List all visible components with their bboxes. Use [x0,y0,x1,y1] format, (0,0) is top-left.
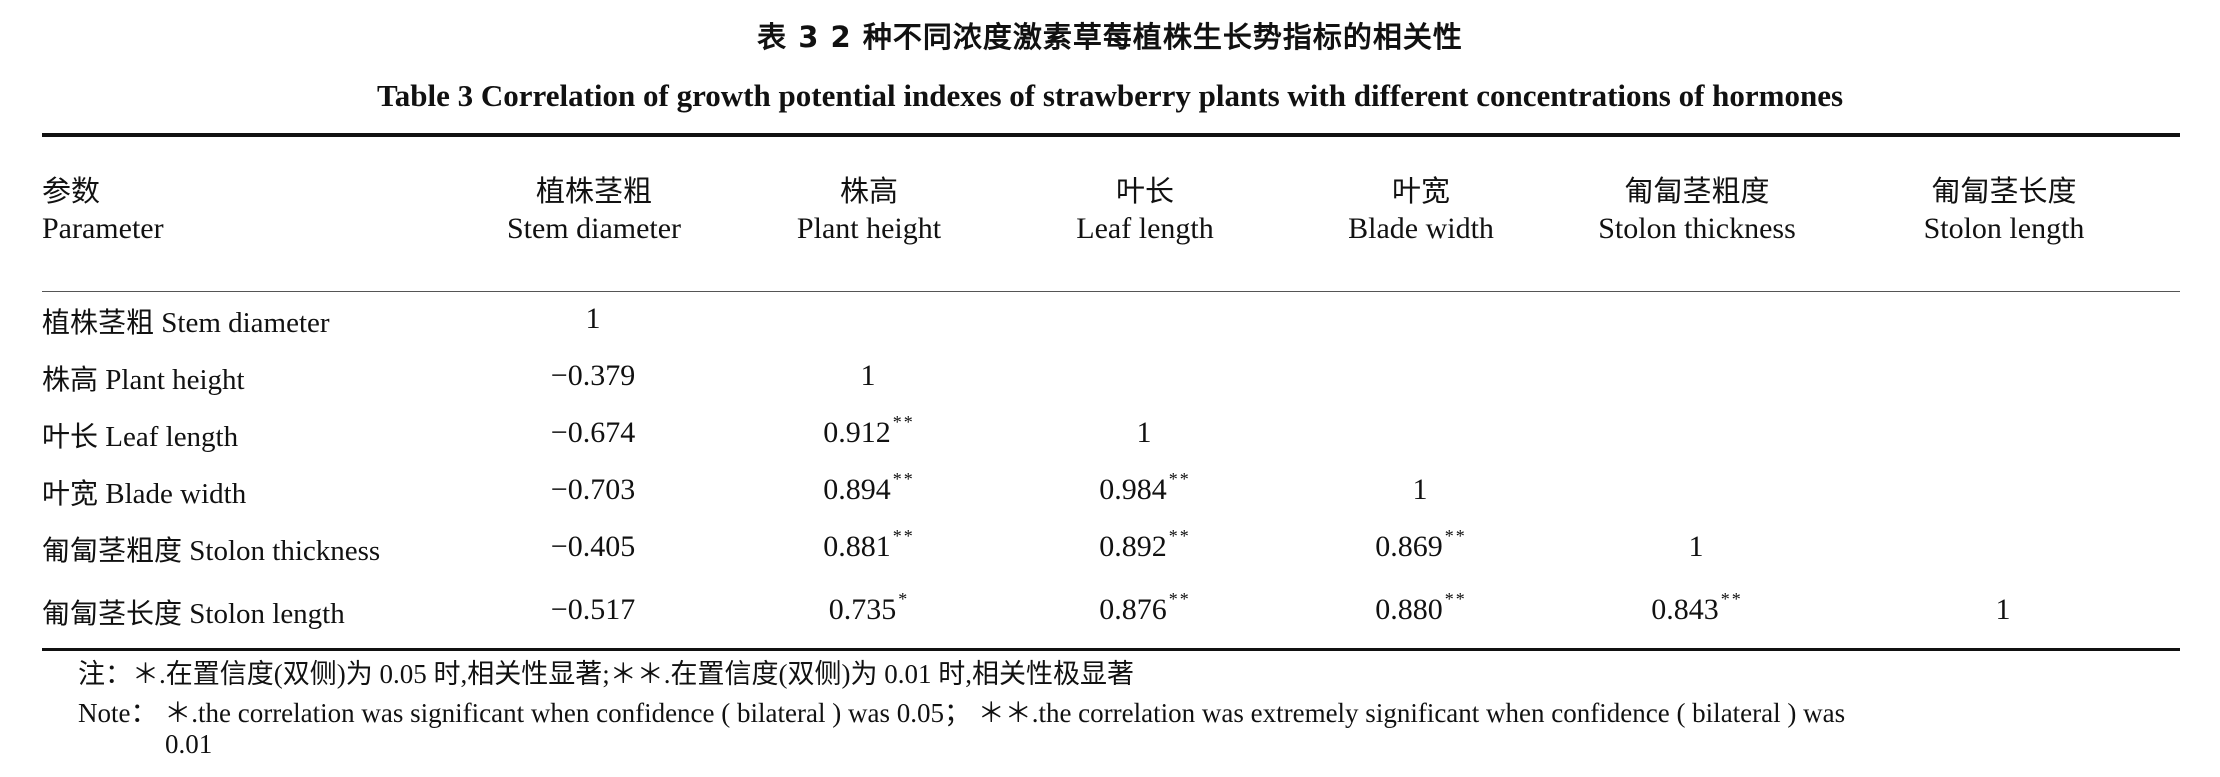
table-cell: 0.843 ** [1651,589,1743,627]
table-note-cn: 注：＊.在置信度(双侧)为 0.05 时,相关性显著;＊＊.在置信度(双侧)为 … [78,659,1134,689]
cell-value: 0.880 [1375,593,1443,626]
cell-value: 0.881 [823,530,891,563]
row-label-en: Leaf length [105,421,239,453]
row-label-cn: 株高 [42,363,99,396]
header-col-stolon-thickness: 匍匐茎粗度 Stolon thickness [1598,172,1796,248]
table-cell: 1 [1996,592,2013,627]
cell-value: 0.984 [1099,473,1167,506]
header-col-cn: 叶长 [1115,174,1174,208]
table-cell: 0.876 ** [1099,589,1191,627]
significance-marker: ** [1168,469,1191,489]
table-caption-en: Table 3 Correlation of growth potential … [376,78,1844,113]
significance-marker: ** [1168,526,1191,546]
row-label-cn: 植株茎粗 [42,306,155,339]
table-cell: 1 [1137,415,1154,450]
cell-value: 0.894 [823,473,891,506]
header-col-cn: 植株茎粗 [535,174,652,208]
table-note-en-line2: 0.01 [165,729,213,759]
cell-value: 0.735 [828,593,897,626]
cell-value: −0.379 [550,359,636,392]
cell-value: 0.869 [1375,530,1443,563]
significance-marker: ** [892,469,915,489]
row-label-en: Blade width [105,478,247,510]
significance-marker: ** [1444,526,1467,546]
cell-value: 1 [1688,530,1704,563]
row-label-cn: 匍匐茎长度 [42,597,183,630]
table-cell: 1 [1689,529,1706,564]
cell-value: 0.843 [1651,593,1719,626]
header-parameter-en: Parameter [42,212,164,245]
cell-value: 1 [1136,416,1152,449]
header-col-blade-width: 叶宽 Blade width [1348,172,1494,248]
table-cell: 0.892 ** [1099,526,1191,564]
row-label-stem-diameter: 植株茎粗 Stem diameter [42,301,330,341]
header-col-en: Leaf length [1076,212,1214,245]
cell-value: 1 [1995,593,2011,626]
row-label-leaf-length: 叶长 Leaf length [42,415,238,455]
cell-value: 1 [585,302,601,335]
table-cell: 0.881 ** [823,526,915,564]
significance-marker: ** [1168,589,1191,609]
header-col-en: Blade width [1348,212,1494,245]
cell-value: 0.892 [1099,530,1167,563]
header-col-stem-diameter: 植株茎粗 Stem diameter [507,172,681,248]
row-label-stolon-thickness: 匍匐茎粗度 Stolon thickness [42,529,380,569]
table-cell: 0.869 ** [1375,526,1467,564]
header-col-cn: 匍匐茎长度 [1931,174,2077,208]
cell-value: 1 [860,359,876,392]
table-cell: −0.674 [551,415,637,450]
table-cell: −0.405 [551,529,637,564]
table-cell: 0.894 ** [823,469,915,507]
table-cell: 1 [1413,472,1430,507]
table-cell: 0.735 * [828,589,910,627]
cell-value: −0.674 [550,416,636,449]
row-label-en: Stolon length [189,598,345,630]
table-note-en-line1: Note： ＊.the correlation was significant … [78,698,1846,728]
header-col-cn: 株高 [839,174,898,208]
row-label-cn: 匍匐茎粗度 [42,534,183,567]
significance-marker: ** [1720,589,1743,609]
table-cell: 0.984 ** [1099,469,1191,507]
table-top-rule [42,133,2180,137]
header-col-cn: 叶宽 [1391,174,1450,208]
table-cell: −0.379 [551,358,637,393]
row-label-cn: 叶长 [42,420,99,453]
table-cell: −0.703 [551,472,637,507]
row-label-en: Stolon thickness [189,535,381,567]
table-cell: −0.517 [551,592,637,627]
significance-marker: * [898,589,910,609]
significance-marker: ** [892,412,915,432]
header-col-en: Stolon length [1923,212,2085,245]
header-col-leaf-length: 叶长 Leaf length [1076,172,1213,248]
row-label-stolon-length: 匍匐茎长度 Stolon length [42,592,345,632]
table-cell: 1 [586,301,603,336]
header-parameter: 参数 Parameter [42,172,164,248]
row-label-cn: 叶宽 [42,477,99,510]
row-label-blade-width: 叶宽 Blade width [42,472,246,512]
header-col-cn: 匍匐茎粗度 [1624,174,1770,208]
table-cell: 0.880 ** [1375,589,1467,627]
cell-value: 1 [1412,473,1428,506]
cell-value: −0.703 [550,473,636,506]
table-caption-cn: 表 3 2 种不同浓度激素草莓植株生长势指标的相关性 [757,20,1463,54]
row-label-plant-height: 株高 Plant height [42,358,245,398]
significance-marker: ** [892,526,915,546]
cell-value: 0.876 [1099,593,1167,626]
table-header-rule [42,291,2180,292]
table-cell: 0.912 ** [823,412,915,450]
row-label-en: Plant height [105,364,245,396]
header-parameter-cn: 参数 [42,174,101,208]
cell-value: 0.912 [823,416,891,449]
header-col-en: Stolon thickness [1598,212,1796,245]
cell-value: −0.517 [550,593,636,626]
header-col-en: Stem diameter [506,212,682,245]
table-bottom-rule [42,648,2180,651]
row-label-en: Stem diameter [161,307,330,339]
header-col-stolon-length: 匍匐茎长度 Stolon length [1924,172,2085,248]
cell-value: −0.405 [550,530,636,563]
significance-marker: ** [1444,589,1467,609]
table-cell: 1 [861,358,878,393]
header-col-en: Plant height [796,212,942,245]
header-col-plant-height: 株高 Plant height [797,172,941,248]
